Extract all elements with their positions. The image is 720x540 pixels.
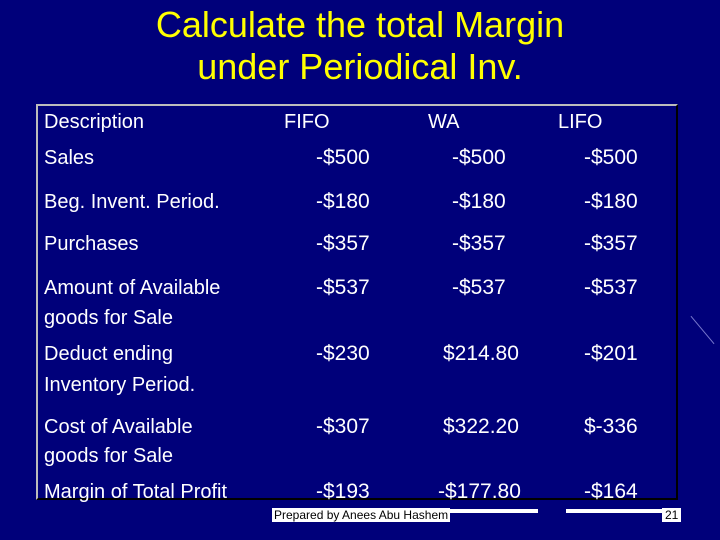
row-value-wa: -$537 [452,276,506,299]
decorative-line [690,315,715,345]
footer-underline [438,509,538,513]
footer-underline [566,509,666,513]
row-label: Margin of Total Profit [44,481,228,503]
page-number: 21 [662,508,682,522]
header-fifo: FIFO [284,111,330,133]
margin-table [36,104,678,500]
slide-title-line-1: Calculate the total Margin [155,4,565,45]
row-label: Amount of Available [44,277,221,299]
row-value-wa: $322.20 [443,415,519,438]
row-label: Cost of Available [44,416,193,438]
row-value-fifo: -$307 [316,415,370,438]
header-wa: WA [428,111,460,133]
row-value-fifo: -$500 [316,146,370,169]
prepared-by-credit: Prepared by Anees Abu Hashem [272,508,451,522]
row-value-wa: -$500 [452,146,506,169]
row-value-wa: $214.80 [443,342,519,365]
header-description: Description [44,111,145,133]
row-label-cont: Inventory Period. [44,374,196,396]
row-value-fifo: -$193 [316,480,370,503]
row-label-cont: goods for Sale [44,307,173,329]
row-value-lifo: $-336 [584,415,638,438]
row-value-lifo: -$201 [584,342,638,365]
row-label-cont: goods for Sale [44,445,173,467]
row-label: Purchases [44,233,139,255]
row-value-wa: -$357 [452,232,506,255]
slide-title: Calculate the total Margin under Periodi… [0,4,720,88]
row-value-lifo: -$180 [584,190,638,213]
row-value-fifo: -$180 [316,190,370,213]
row-label: Sales [44,147,95,169]
row-value-lifo: -$357 [584,232,638,255]
row-value-fifo: -$357 [316,232,370,255]
row-value-fifo: -$537 [316,276,370,299]
row-value-lifo: -$537 [584,276,638,299]
row-value-wa: -$177.80 [438,480,521,503]
row-value-wa: -$180 [452,190,506,213]
row-value-lifo: -$164 [584,480,638,503]
row-value-lifo: -$500 [584,146,638,169]
row-value-fifo: -$230 [316,342,370,365]
row-label: Beg. Invent. Period. [44,191,220,213]
header-lifo: LIFO [558,111,603,133]
row-label: Deduct ending [44,343,173,365]
slide-title-line-2: under Periodical Inv. [197,46,523,87]
